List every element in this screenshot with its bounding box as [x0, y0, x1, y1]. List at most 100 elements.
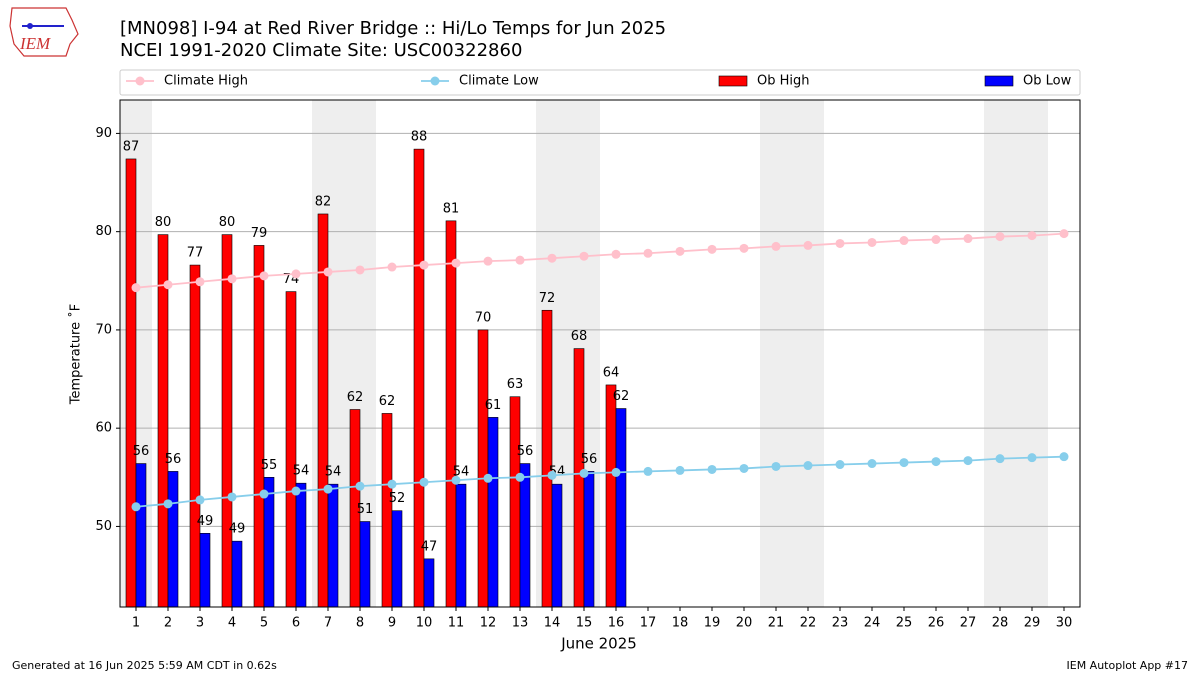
value-label: 68	[571, 329, 588, 344]
marker	[419, 260, 429, 270]
marker	[483, 473, 493, 483]
weekend-shade	[984, 100, 1016, 607]
x-tick-label: 8	[356, 616, 364, 631]
marker	[995, 232, 1005, 242]
x-tick-label: 26	[928, 616, 945, 631]
marker	[355, 481, 365, 491]
x-tick-label: 20	[736, 616, 753, 631]
legend-box	[119, 69, 1081, 96]
marker	[451, 258, 461, 268]
marker	[387, 262, 397, 272]
x-tick-label: 10	[416, 616, 433, 631]
bar	[231, 540, 243, 608]
bar	[615, 408, 627, 608]
marker	[803, 240, 813, 250]
marker	[227, 492, 237, 502]
value-label: 77	[187, 246, 204, 261]
line	[135, 455, 1065, 508]
marker	[867, 237, 877, 247]
marker	[835, 238, 845, 248]
bar	[199, 533, 211, 608]
bar	[327, 483, 339, 608]
marker	[163, 280, 173, 290]
marker	[931, 457, 941, 467]
value-label: 80	[155, 215, 172, 230]
x-tick-label: 1	[132, 616, 140, 631]
y-tick-label: 50	[95, 519, 112, 534]
value-label: 49	[197, 514, 214, 529]
y-axis-label: Temperature ˚F	[68, 304, 84, 405]
x-tick-label: 28	[992, 616, 1009, 631]
x-tick-label: 12	[480, 616, 497, 631]
marker	[547, 253, 557, 263]
footer-left: Generated at 16 Jun 2025 5:59 AM CDT in …	[12, 659, 277, 672]
marker	[579, 251, 589, 261]
marker	[675, 246, 685, 256]
marker	[195, 495, 205, 505]
marker	[259, 271, 269, 281]
marker	[515, 255, 525, 265]
value-label: 56	[581, 452, 598, 467]
x-tick-label: 23	[832, 616, 849, 631]
legend-label: Ob High	[757, 74, 810, 89]
value-label: 70	[475, 310, 492, 325]
chart-title: [MN098] I-94 at Red River Bridge :: Hi/L…	[120, 18, 666, 39]
marker	[291, 486, 301, 496]
bar	[157, 234, 169, 608]
marker	[611, 249, 621, 259]
value-label: 81	[443, 201, 460, 216]
marker	[1059, 229, 1069, 239]
bar	[583, 471, 595, 608]
x-tick-label: 16	[608, 616, 625, 631]
value-label: 79	[251, 226, 268, 241]
marker	[643, 248, 653, 258]
x-tick-label: 30	[1056, 616, 1073, 631]
bar	[221, 234, 233, 608]
marker	[963, 456, 973, 466]
marker	[771, 461, 781, 471]
value-label: 61	[485, 398, 502, 413]
bar	[423, 558, 435, 608]
x-tick-label: 6	[292, 616, 300, 631]
marker	[323, 484, 333, 494]
x-tick-label: 9	[388, 616, 396, 631]
x-tick-label: 24	[864, 616, 881, 631]
weekend-shade	[1016, 100, 1048, 607]
x-tick-label: 4	[228, 616, 236, 631]
marker	[931, 235, 941, 245]
weekend-shade	[760, 100, 792, 607]
marker	[1027, 231, 1037, 241]
x-tick-label: 13	[512, 616, 529, 631]
value-label: 87	[123, 139, 140, 154]
marker	[995, 454, 1005, 464]
bar	[359, 521, 371, 608]
marker	[899, 458, 909, 468]
x-tick-label: 7	[324, 616, 332, 631]
legend-swatch	[984, 75, 1014, 87]
marker	[131, 283, 141, 293]
x-tick-label: 11	[448, 616, 465, 631]
value-label: 72	[539, 291, 556, 306]
marker	[579, 468, 589, 478]
legend-swatch	[718, 75, 748, 87]
marker	[131, 502, 141, 512]
value-label: 88	[411, 130, 428, 145]
x-tick-label: 29	[1024, 616, 1041, 631]
marker	[707, 464, 717, 474]
value-label: 56	[517, 444, 534, 459]
marker	[803, 461, 813, 471]
value-label: 47	[421, 539, 438, 554]
marker	[451, 475, 461, 485]
x-tick-label: 17	[640, 616, 657, 631]
legend-label: Ob Low	[1023, 74, 1072, 89]
value-label: 62	[613, 389, 630, 404]
marker	[355, 265, 365, 275]
y-tick-label: 80	[95, 224, 112, 239]
marker	[419, 477, 429, 487]
legend-marker	[430, 76, 440, 86]
bar	[189, 264, 201, 608]
y-tick-label: 70	[95, 322, 112, 337]
value-label: 54	[293, 464, 310, 479]
x-tick-label: 22	[800, 616, 817, 631]
